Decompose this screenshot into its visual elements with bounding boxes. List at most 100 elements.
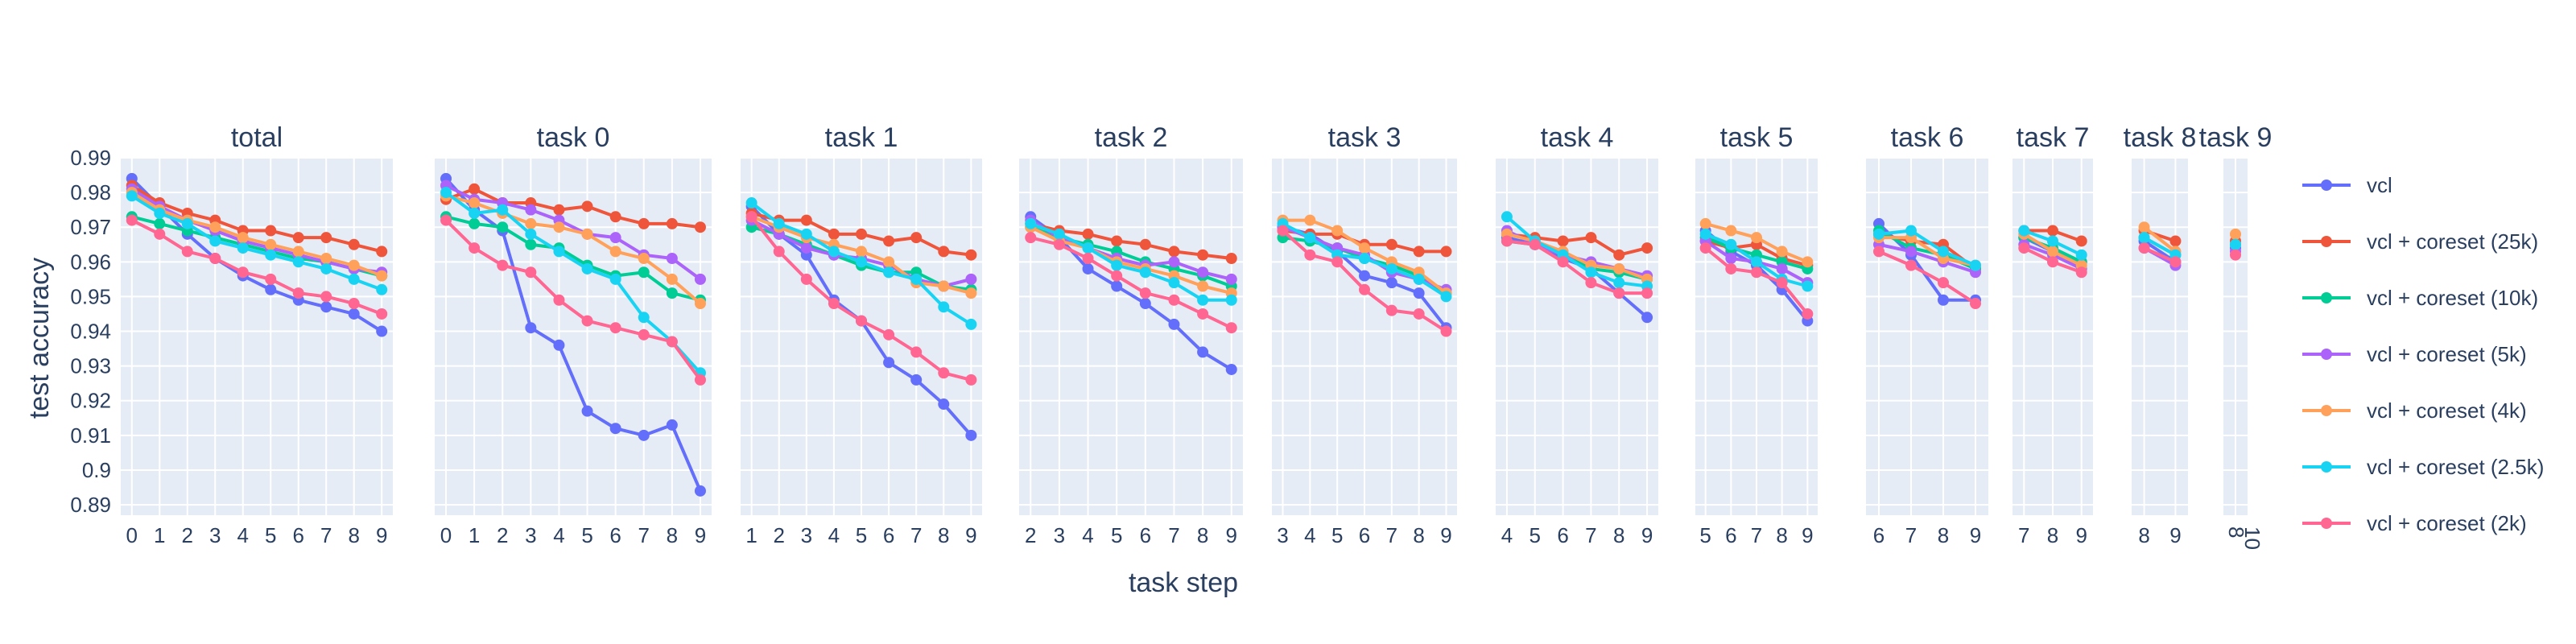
data-point [1725,253,1737,265]
data-point [694,374,706,386]
data-point [265,273,277,285]
legend-label: vcl + coreset (2.5k) [2367,455,2544,479]
x-axis-title: task step [1129,568,1238,598]
data-point [1905,225,1917,237]
legend-marker [2321,180,2332,191]
data-point [2047,256,2058,268]
data-point [1025,232,1037,244]
series-line-vcl-coreset-10k- [445,215,701,302]
data-point [1082,228,1094,240]
series-line-vcl-coreset-2-5k- [2143,236,2177,257]
plot-background [1019,158,1243,515]
panel-title: task 4 [1541,122,1614,153]
data-point [348,273,360,285]
x-tick-label: 8 [2047,523,2058,547]
data-point [1168,277,1180,289]
data-point [965,287,977,299]
data-point [292,287,304,299]
x-tick-label: 6 [1557,523,1568,547]
data-point [1225,253,1237,265]
x-tick-label: 8 [1413,523,1424,547]
data-point [1529,238,1541,250]
data-point [883,256,895,268]
data-point [237,266,249,279]
x-tick-label: 6 [1725,523,1736,547]
data-point [2138,242,2150,254]
x-tick-label: 8 [2138,523,2149,547]
data-point [1197,280,1209,292]
legend-item: vcl + coreset (5k) [2302,342,2527,366]
data-point [581,262,593,275]
data-point [638,429,650,441]
panel-title: task 2 [1095,122,1168,153]
data-point [1082,242,1094,254]
x-tick-label: 4 [1082,523,1093,547]
data-point [209,253,221,265]
x-tick-label: 4 [828,523,840,547]
data-point [1139,266,1151,279]
x-tick-label: 5 [265,523,276,547]
data-point [1699,228,1711,240]
legend-marker [2321,518,2332,529]
panel-task-1: task 1 1 2 3 4 5 6 7 8 9 [741,122,982,547]
x-tick-label: 5 [1111,523,1122,547]
data-point [2169,256,2182,268]
data-point [181,217,193,229]
data-point [1585,266,1597,279]
data-point [856,228,867,240]
x-tick-label: 9 [2075,523,2087,547]
legend-label: vcl + coreset (10k) [2367,286,2538,310]
data-point [469,242,481,254]
y-tick-label: 0.94 [70,320,111,344]
legend-item: vcl [2302,173,2392,197]
series-line-vcl-coreset-2-5k- [130,194,382,291]
data-point [1938,294,1949,306]
panel-title: task 7 [2017,122,2090,153]
x-tick-label: 4 [237,523,249,547]
data-point [910,346,923,358]
data-point [638,266,650,279]
data-point [666,217,678,229]
panel-title: task 8 [2124,122,2197,153]
data-point [1225,322,1237,334]
x-tick-label: 7 [320,523,332,547]
data-point [581,405,593,417]
data-point [2075,235,2087,247]
legend-marker [2321,405,2332,416]
series-line-vcl-coreset-4k- [1879,236,1976,267]
panel-total: total 0 1 2 3 4 5 6 7 8 9 [121,122,393,547]
data-point [525,228,537,240]
x-tick-label: 8 [2224,526,2248,538]
data-point [126,190,138,202]
data-point [638,328,650,341]
data-point [1802,256,1814,268]
panel-task-2: task 2 2 3 4 5 6 7 8 9 [1019,122,1243,547]
series-line-vcl-coreset-5k- [445,184,702,281]
data-point [1557,256,1569,268]
legend-item: vcl + coreset (10k) [2302,286,2538,310]
x-tick-label: 9 [376,523,387,547]
data-point [209,221,221,233]
x-tick-label: 7 [910,523,922,547]
x-tick-label: 4 [553,523,564,547]
y-tick-label: 0.96 [70,250,111,274]
data-point [2230,238,2241,250]
data-point [126,214,138,226]
data-point [883,235,895,247]
x-tick-label: 2 [497,523,508,547]
x-tick-label: 7 [2018,523,2029,547]
x-tick-label: 3 [801,523,812,547]
x-tick-label: 9 [2169,523,2181,547]
x-tick-label: 4 [1501,523,1513,547]
x-tick-label: 2 [182,523,193,547]
data-point [1585,232,1597,244]
data-point [1802,308,1814,320]
x-tick-label: 7 [638,523,650,547]
data-point [800,242,812,254]
x-tick-label: 3 [1277,523,1288,547]
data-point [1304,214,1316,226]
data-point [828,298,840,310]
data-point [1970,298,1981,310]
data-point [1725,262,1737,275]
x-tick-label: 7 [1905,523,1917,547]
